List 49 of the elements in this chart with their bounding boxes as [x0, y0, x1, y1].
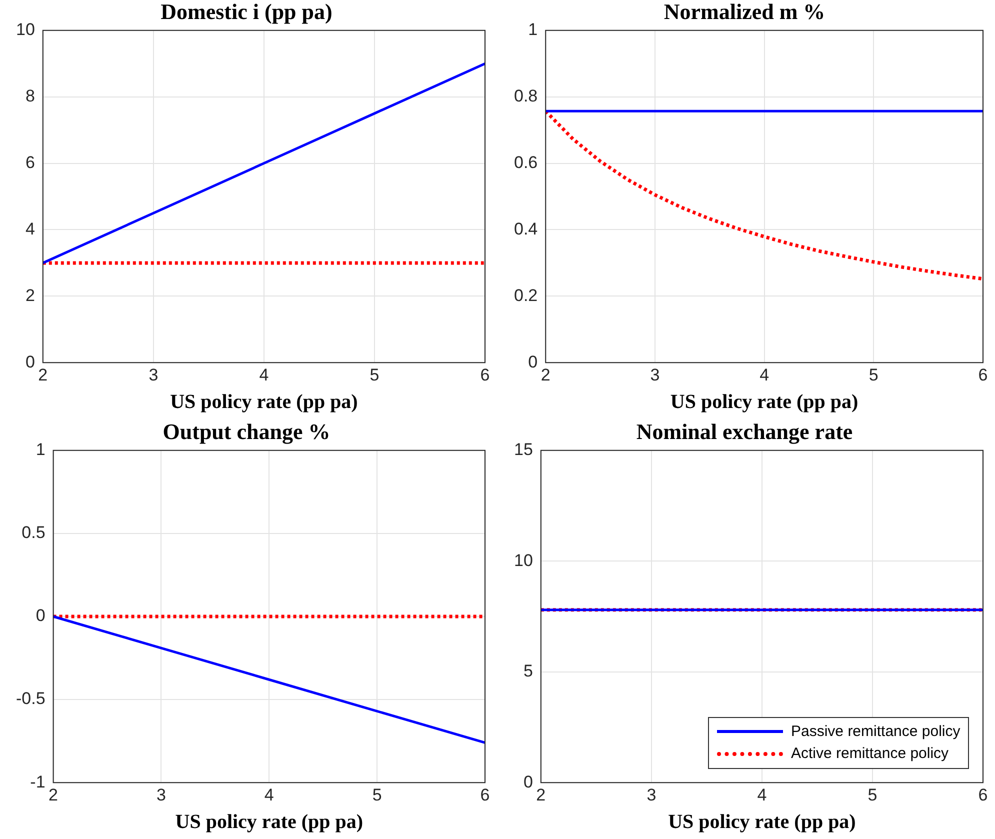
- y-tick-label: 1: [36, 440, 46, 460]
- y-tick-label: 0: [523, 772, 533, 792]
- x-axis-title: US policy rate (pp pa): [670, 391, 858, 414]
- x-tick-label: 4: [259, 365, 269, 384]
- x-axis-title: US policy rate (pp pa): [170, 391, 358, 414]
- y-tick-label: 10: [16, 20, 35, 40]
- chart-title: Output change %: [162, 418, 330, 444]
- y-tick-label: 15: [514, 440, 533, 460]
- x-tick-label: 4: [757, 785, 767, 804]
- x-tick-label: 6: [978, 365, 988, 384]
- y-tick-label: 0: [528, 352, 538, 372]
- x-tick-label: 2: [48, 785, 58, 804]
- x-tick-label: 3: [156, 785, 166, 804]
- y-tick-label: 8: [25, 86, 35, 106]
- y-tick-label: 0.8: [514, 86, 538, 106]
- y-tick-label: -0.5: [16, 689, 46, 708]
- y-tick-label: 5: [523, 662, 533, 681]
- y-tick-label: 0: [36, 606, 46, 626]
- x-tick-label: 3: [646, 785, 656, 804]
- legend-label: Passive remittance policy: [791, 723, 960, 740]
- chart-title: Normalized m %: [664, 0, 826, 24]
- x-tick-label: 6: [480, 365, 490, 384]
- x-tick-label: 6: [978, 785, 988, 804]
- y-tick-label: 0: [25, 352, 35, 372]
- x-tick-label: 3: [148, 365, 158, 384]
- x-tick-label: 6: [480, 785, 490, 804]
- y-tick-label: 1: [528, 20, 538, 40]
- chart-title: Nominal exchange rate: [636, 418, 853, 444]
- x-tick-label: 5: [372, 785, 382, 804]
- y-tick-label: 4: [25, 219, 35, 238]
- y-tick-label: 6: [25, 152, 35, 172]
- x-tick-label: 4: [760, 365, 770, 384]
- legend-label: Active remittance policy: [791, 745, 949, 762]
- x-axis-title: US policy rate (pp pa): [668, 811, 856, 834]
- x-axis-title: US policy rate (pp pa): [175, 811, 364, 834]
- x-tick-label: 5: [370, 365, 380, 384]
- x-tick-label: 5: [868, 785, 878, 804]
- x-tick-label: 5: [868, 365, 878, 384]
- chart-title: Domestic i (pp pa): [160, 0, 332, 24]
- y-tick-label: 0.4: [514, 219, 538, 238]
- y-tick-label: 0.2: [514, 286, 538, 305]
- y-tick-label: 0.5: [22, 523, 46, 542]
- x-tick-label: 4: [264, 785, 274, 804]
- x-tick-label: 2: [540, 365, 550, 384]
- y-tick-label: 2: [25, 286, 35, 305]
- x-tick-label: 3: [650, 365, 660, 384]
- y-tick-label: 0.6: [514, 152, 538, 172]
- y-tick-label: 10: [514, 550, 533, 570]
- y-tick-label: -1: [30, 772, 46, 792]
